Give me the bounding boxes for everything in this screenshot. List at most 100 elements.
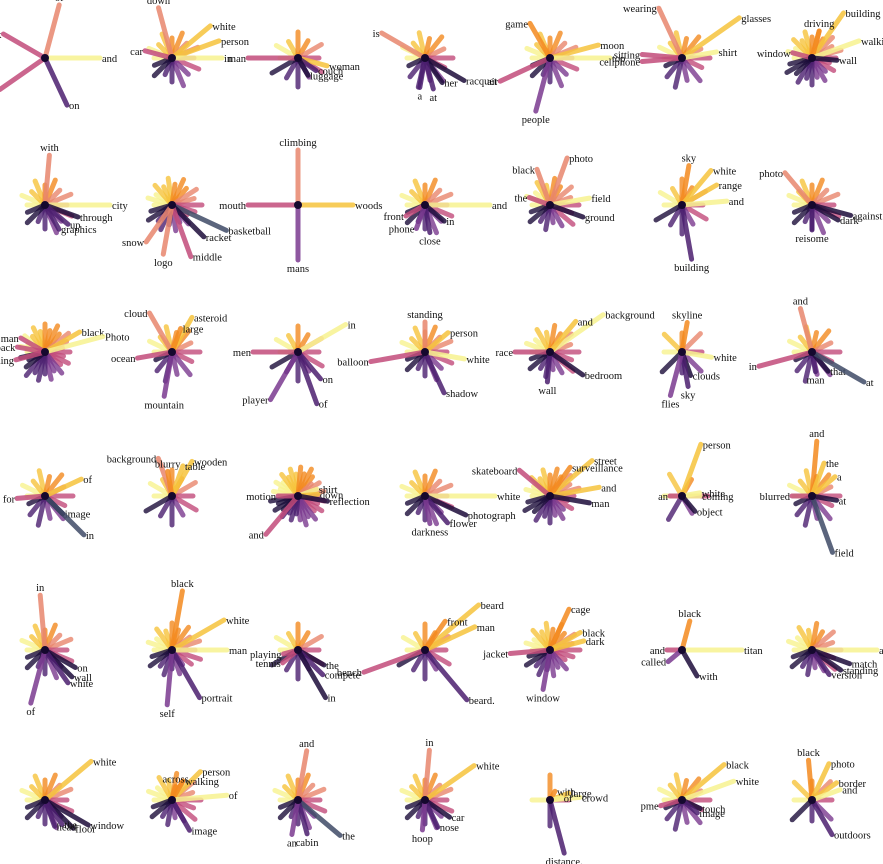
fan-hub bbox=[546, 201, 554, 209]
fan-hub bbox=[546, 646, 554, 654]
word-label: at bbox=[839, 496, 847, 507]
word-label: at bbox=[866, 378, 874, 389]
word-label: range bbox=[719, 181, 743, 192]
fan-hub bbox=[41, 348, 49, 356]
word-label: reisome bbox=[795, 234, 829, 245]
attention-fan-5-3: inwhitecarnosehoop bbox=[402, 738, 500, 845]
fan-hub bbox=[41, 54, 49, 62]
word-label: the bbox=[342, 831, 355, 842]
fan-hub bbox=[808, 348, 816, 356]
word-label: and bbox=[809, 429, 825, 440]
fan-ray bbox=[792, 800, 812, 820]
word-label: clouds bbox=[693, 372, 720, 383]
word-label: dark bbox=[840, 216, 859, 227]
word-label: in bbox=[425, 738, 434, 749]
attention-fan-3-0: of for image in bbox=[3, 471, 95, 542]
fan-hub bbox=[678, 348, 686, 356]
word-ray bbox=[422, 800, 425, 830]
word-label: background bbox=[605, 311, 655, 322]
word-label: white bbox=[713, 167, 737, 178]
attention-fan-0-0: ofblackandaon bbox=[0, 0, 118, 112]
attention-fan-2-6: andinmanthatat bbox=[749, 297, 874, 390]
word-label: blurred bbox=[760, 492, 791, 503]
word-label: sky bbox=[682, 154, 697, 165]
attention-fan-4-0: inonwallwhiteof bbox=[22, 583, 94, 718]
fan-hub bbox=[421, 201, 429, 209]
word-label: black bbox=[171, 579, 194, 590]
word-label: dark bbox=[586, 637, 605, 648]
word-label: man bbox=[806, 376, 825, 387]
attention-fan-2-5: skylinewhitecloudsskyflies bbox=[661, 311, 737, 411]
word-ray bbox=[45, 58, 67, 105]
word-label: hoop bbox=[412, 834, 433, 845]
word-label: cellphone bbox=[599, 58, 640, 69]
fan-hub bbox=[294, 54, 302, 62]
attention-fan-2-0: blackPhotomanbackreading bbox=[0, 324, 130, 380]
word-label: in bbox=[36, 583, 45, 594]
word-label: and bbox=[492, 201, 508, 212]
word-label: sky bbox=[681, 391, 696, 402]
word-label: distance. bbox=[546, 857, 583, 864]
attention-fan-5-0: whitewindowfloorthehead bbox=[22, 757, 125, 835]
fan-hub bbox=[546, 348, 554, 356]
fan-hub bbox=[294, 492, 302, 500]
word-ray bbox=[17, 496, 45, 498]
fan-hub bbox=[808, 54, 816, 62]
word-label: the bbox=[514, 194, 527, 205]
fan-hub bbox=[41, 201, 49, 209]
attention-fan-1-2: climbing woods mouth mans bbox=[219, 138, 382, 275]
fan-hub bbox=[678, 646, 686, 654]
word-label: field bbox=[591, 194, 611, 205]
word-ray bbox=[0, 58, 45, 90]
word-label: across bbox=[162, 775, 188, 786]
word-label: cage bbox=[571, 605, 591, 616]
word-label: climbing bbox=[279, 138, 317, 149]
word-label: an bbox=[658, 492, 669, 503]
word-label: graphics bbox=[61, 225, 97, 236]
attention-fan-0-3: is racquet her a at bbox=[373, 29, 497, 104]
word-label: player bbox=[242, 396, 269, 407]
word-label: race bbox=[496, 348, 514, 359]
word-label: floor bbox=[75, 824, 96, 835]
word-label: cloud bbox=[124, 309, 148, 320]
word-label: and bbox=[102, 54, 118, 65]
word-ray bbox=[682, 621, 690, 650]
fan-hub bbox=[808, 201, 816, 209]
attention-fan-2-4: backgroundandracebedroomwall bbox=[496, 311, 656, 397]
word-label: self bbox=[160, 709, 176, 720]
word-label: logo bbox=[154, 258, 173, 269]
attention-fan-1-4: photo black field the ground bbox=[512, 154, 615, 230]
word-label: pme bbox=[641, 802, 659, 813]
fan-hub bbox=[546, 54, 554, 62]
fan-hub bbox=[546, 796, 554, 804]
fan-hub bbox=[421, 54, 429, 62]
word-label: and bbox=[299, 739, 315, 750]
word-label: of bbox=[55, 0, 64, 4]
word-ray bbox=[425, 650, 467, 700]
word-label: white bbox=[476, 762, 500, 773]
word-label: with bbox=[40, 143, 59, 154]
word-label: jacket bbox=[482, 650, 508, 661]
word-label: for bbox=[3, 494, 16, 505]
word-ray bbox=[510, 650, 550, 654]
word-label: image bbox=[699, 809, 725, 820]
fan-hub bbox=[168, 348, 176, 356]
word-label: window bbox=[757, 49, 791, 60]
word-label: image bbox=[192, 826, 218, 837]
word-label: Photo bbox=[105, 333, 130, 344]
fan-hub bbox=[678, 796, 686, 804]
fan-hub bbox=[168, 796, 176, 804]
word-label: ocean bbox=[111, 354, 136, 365]
word-label: black bbox=[678, 609, 701, 620]
fan-hub bbox=[294, 796, 302, 804]
word-label: large bbox=[183, 325, 204, 336]
word-label: walking bbox=[861, 37, 883, 48]
word-label: middle bbox=[193, 253, 223, 264]
attention-fan-2-1: cloud asteroidlargeoceanmountain bbox=[111, 309, 228, 411]
